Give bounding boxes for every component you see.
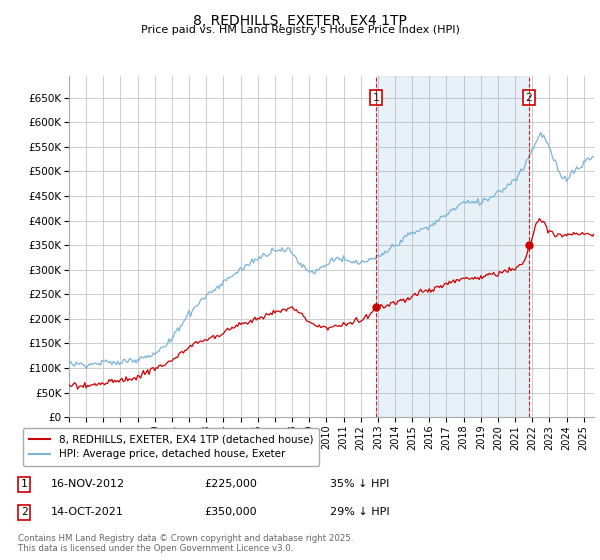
Text: 2: 2 [20,507,28,517]
Text: 14-OCT-2021: 14-OCT-2021 [51,507,124,517]
Text: 35% ↓ HPI: 35% ↓ HPI [330,479,389,489]
Text: 1: 1 [20,479,28,489]
Text: 16-NOV-2012: 16-NOV-2012 [51,479,125,489]
Text: Price paid vs. HM Land Registry's House Price Index (HPI): Price paid vs. HM Land Registry's House … [140,25,460,35]
Text: £350,000: £350,000 [204,507,257,517]
Text: This data is licensed under the Open Government Licence v3.0.: This data is licensed under the Open Gov… [18,544,293,553]
Text: 1: 1 [373,93,379,102]
Text: 2: 2 [525,93,532,102]
Text: 29% ↓ HPI: 29% ↓ HPI [330,507,389,517]
Bar [376,76,529,417]
Text: £225,000: £225,000 [204,479,257,489]
Legend: 8, REDHILLS, EXETER, EX4 1TP (detached house), HPI: Average price, detached hous: 8, REDHILLS, EXETER, EX4 1TP (detached h… [23,428,319,466]
Text: Contains HM Land Registry data © Crown copyright and database right 2025.: Contains HM Land Registry data © Crown c… [18,534,353,543]
Text: 8, REDHILLS, EXETER, EX4 1TP: 8, REDHILLS, EXETER, EX4 1TP [193,14,407,28]
